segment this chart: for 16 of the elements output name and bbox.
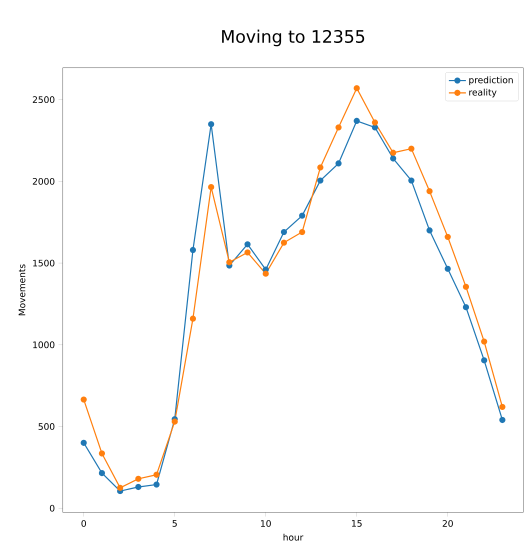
legend-label: prediction <box>469 76 513 86</box>
y-tick-label: 2500 <box>32 96 54 104</box>
y-tick-label: 1500 <box>33 260 54 266</box>
x-tick-label: 5 <box>172 520 177 527</box>
x-tick-label: 10 <box>260 520 271 527</box>
x-tick-label: 0 <box>81 520 86 527</box>
x-axis-title: hour <box>283 534 304 541</box>
y-tick-label: 1000 <box>33 341 54 348</box>
chart-title: Moving to 12355 <box>222 30 364 46</box>
legend-label: reality <box>469 88 496 98</box>
y-tick-label: 500 <box>38 423 54 430</box>
x-tick-label: 20 <box>442 520 453 527</box>
y-tick-label: 0 <box>50 504 54 512</box>
y-axis-title: Movements <box>18 264 26 316</box>
x-tick-label: 15 <box>352 520 362 527</box>
y-tick-label: 2000 <box>32 178 54 185</box>
